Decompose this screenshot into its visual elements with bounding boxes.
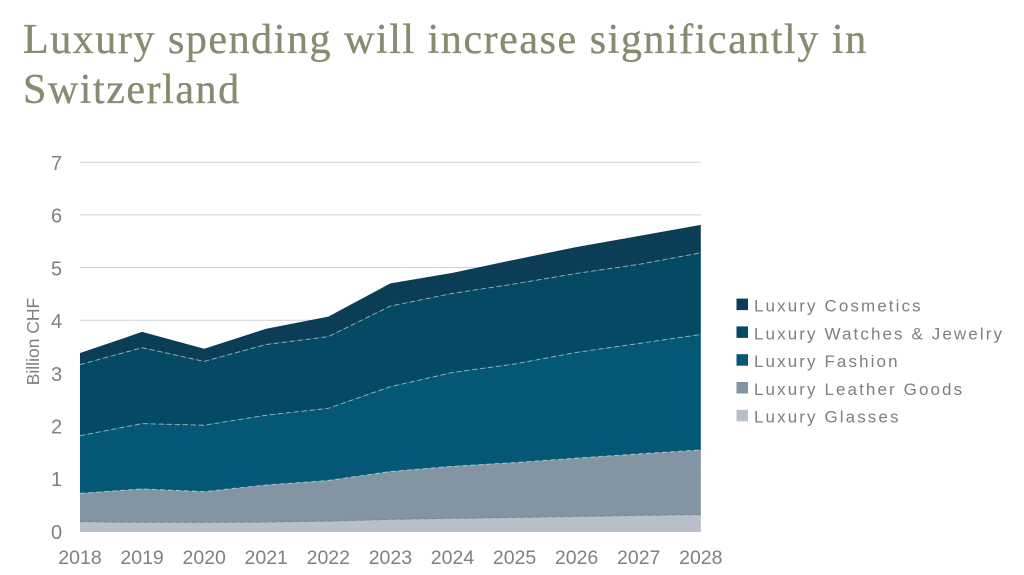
svg-text:2021: 2021 [245,547,288,569]
svg-text:Luxury Watches & Jewelry: Luxury Watches & Jewelry [754,324,1004,343]
svg-text:2018: 2018 [58,547,101,569]
svg-text:2022: 2022 [307,547,350,569]
svg-text:2028: 2028 [679,547,722,569]
svg-text:2019: 2019 [120,547,163,569]
svg-text:2: 2 [51,417,62,439]
svg-text:2027: 2027 [617,547,660,569]
svg-text:2020: 2020 [183,547,227,569]
svg-text:Luxury Leather Goods: Luxury Leather Goods [754,380,964,399]
svg-text:6: 6 [51,206,62,228]
svg-text:7: 7 [51,153,62,175]
svg-text:5: 5 [51,258,62,280]
svg-text:2024: 2024 [431,547,475,569]
svg-text:4: 4 [51,311,62,333]
svg-text:0: 0 [51,522,62,544]
svg-text:Luxury Fashion: Luxury Fashion [754,352,900,371]
svg-text:1: 1 [51,469,62,491]
svg-text:2023: 2023 [369,547,412,569]
svg-text:Luxury Cosmetics: Luxury Cosmetics [754,297,923,316]
svg-text:2026: 2026 [555,547,598,569]
svg-text:Billion CHF: Billion CHF [23,298,43,386]
svg-text:Luxury Glasses: Luxury Glasses [754,408,901,427]
svg-text:3: 3 [51,364,62,386]
svg-text:2025: 2025 [493,547,537,569]
